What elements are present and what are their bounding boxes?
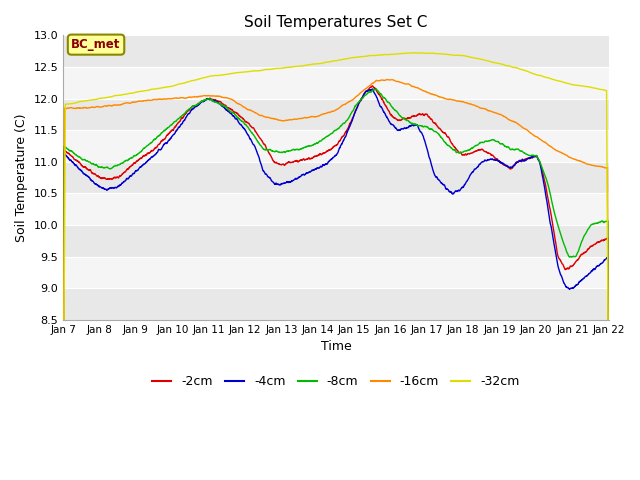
-32cm [536, 72, 543, 78]
-32cm [269, 66, 276, 72]
-16cm [269, 116, 276, 121]
-32cm [605, 456, 612, 461]
Bar [63, 98, 609, 130]
X-axis label: Time: Time [321, 340, 351, 353]
-8cm [292, 147, 300, 153]
-16cm [122, 100, 129, 106]
-8cm [122, 158, 129, 164]
-32cm [292, 63, 300, 69]
-8cm [154, 133, 162, 139]
Text: BC_met: BC_met [71, 38, 121, 51]
-4cm [605, 479, 612, 480]
-8cm [372, 86, 380, 92]
-16cm [292, 117, 300, 122]
-4cm [536, 159, 543, 165]
-2cm [269, 156, 276, 162]
-32cm [60, 463, 67, 468]
Bar [63, 130, 609, 162]
-32cm [122, 91, 129, 97]
-2cm [595, 239, 602, 245]
Bar [63, 256, 609, 288]
-4cm [369, 86, 376, 92]
-8cm [595, 220, 602, 226]
Bar [63, 162, 609, 193]
-4cm [269, 179, 276, 184]
-16cm [154, 96, 162, 102]
Title: Soil Temperatures Set C: Soil Temperatures Set C [244, 15, 428, 30]
-2cm [605, 467, 612, 473]
-2cm [154, 143, 162, 148]
Bar [63, 67, 609, 98]
-4cm [122, 178, 129, 183]
-16cm [595, 163, 602, 169]
Bar [63, 36, 609, 67]
-16cm [383, 76, 391, 82]
Line: -8cm: -8cm [63, 89, 609, 480]
Line: -16cm: -16cm [63, 79, 609, 480]
Bar [63, 288, 609, 320]
-2cm [122, 169, 129, 175]
Y-axis label: Soil Temperature (C): Soil Temperature (C) [15, 113, 28, 242]
-2cm [292, 158, 300, 164]
Line: -32cm: -32cm [63, 53, 609, 466]
Line: -4cm: -4cm [63, 89, 609, 480]
-4cm [154, 149, 162, 155]
-4cm [292, 176, 300, 181]
-2cm [536, 158, 543, 164]
-4cm [595, 263, 602, 269]
Bar [63, 193, 609, 225]
-32cm [154, 85, 162, 91]
-16cm [60, 455, 67, 460]
Legend: -2cm, -4cm, -8cm, -16cm, -32cm: -2cm, -4cm, -8cm, -16cm, -32cm [147, 370, 525, 393]
-16cm [536, 136, 543, 142]
-8cm [269, 148, 276, 154]
-32cm [412, 50, 419, 56]
Bar [63, 225, 609, 256]
Line: -2cm: -2cm [63, 86, 609, 480]
-32cm [595, 86, 602, 92]
-8cm [605, 473, 612, 479]
-2cm [369, 83, 376, 89]
-8cm [536, 158, 543, 164]
